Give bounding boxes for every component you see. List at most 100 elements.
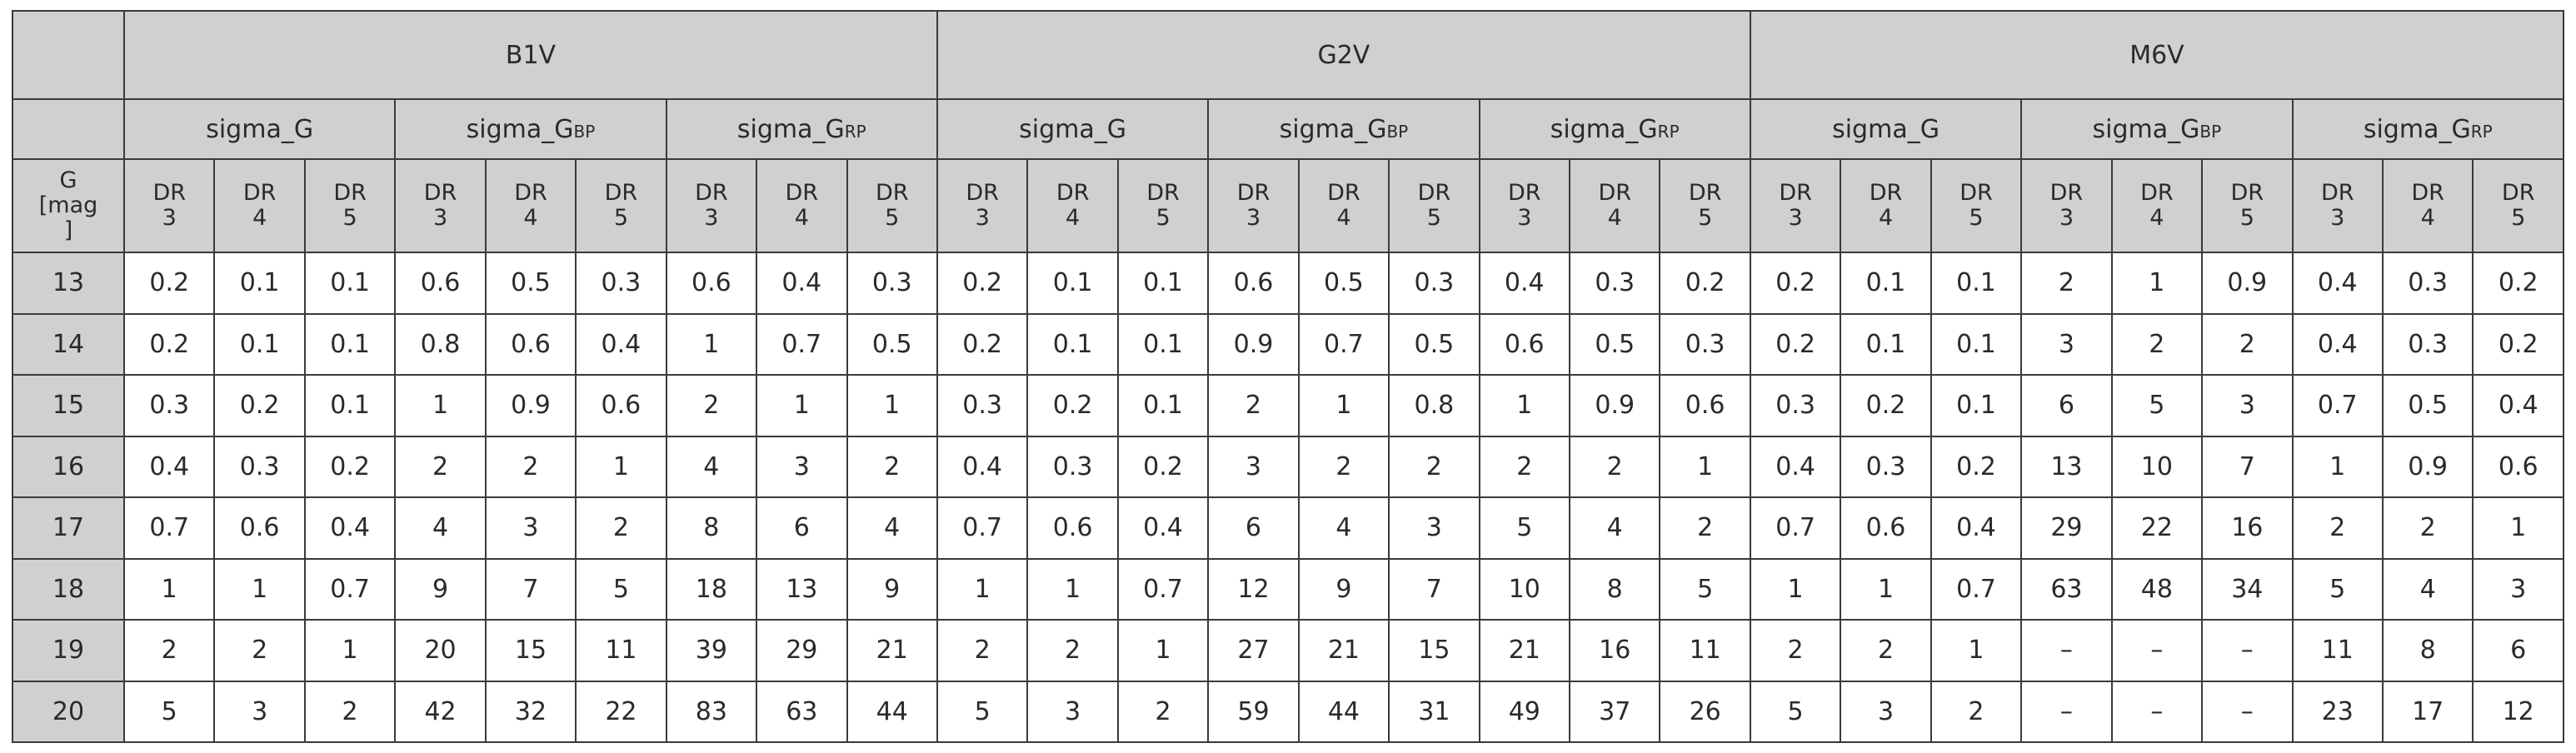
release-number: 4 — [1878, 205, 1894, 231]
value-cell: 42 — [394, 680, 487, 743]
value-cell: 0.6 — [665, 252, 758, 315]
sigma-label: sigma_G — [1550, 114, 1658, 144]
value-cell: 0.8 — [1388, 374, 1480, 437]
value-cell: 0.2 — [1659, 252, 1751, 315]
release-header: DR 5 — [846, 158, 938, 253]
value-cell: 7 — [1388, 557, 1480, 621]
table-row: 17 0.7 0.6 0.4 4 3 2 8 6 4 0.7 0.6 0.4 6 4 3 5 4 2 0.7 0.6 0.… — [12, 496, 2564, 560]
value-cell: 0.8 — [394, 312, 487, 376]
release-header: DR 5 — [1388, 158, 1480, 253]
release-prefix: DR — [2230, 180, 2264, 206]
value-cell: 10 — [1478, 557, 1571, 621]
value-cell: 8 — [1568, 557, 1661, 621]
value-cell: 2 — [1297, 435, 1390, 498]
value-cell: 2 — [2020, 252, 2113, 315]
table-row: 15 0.3 0.2 0.1 1 0.9 0.6 2 1 1 0.3 0.2 0.1 2 1 0.8 1 0.9 0… — [12, 374, 2564, 437]
value-cell: 2 — [1840, 619, 1932, 682]
value-cell: 59 — [1207, 680, 1300, 743]
g-mag-cell: 18 — [12, 557, 125, 621]
value-cell: 1 — [1840, 557, 1932, 621]
sigma-header: sigma_GRP — [2291, 98, 2564, 160]
release-prefix: DR — [152, 180, 186, 206]
value-cell: 2 — [2381, 496, 2474, 560]
release-prefix: DR — [1146, 180, 1180, 206]
release-header: DR 3 — [665, 158, 758, 253]
value-cell: 1 — [936, 557, 1029, 621]
value-cell: 0.4 — [1749, 435, 1842, 498]
g-mag-cell: 20 — [12, 680, 125, 743]
release-header: DR 5 — [575, 158, 667, 253]
value-cell: 0.1 — [1116, 312, 1210, 376]
value-cell: 0.3 — [1659, 312, 1751, 376]
value-cell: 0.9 — [1207, 312, 1300, 376]
value-cell: 21 — [1478, 619, 1571, 682]
release-header: DR 4 — [2381, 158, 2474, 253]
release-header: DR 3 — [1207, 158, 1300, 253]
sigma-header: sigma_GBP — [394, 98, 667, 160]
release-header: DR 5 — [1116, 158, 1210, 253]
value-cell: 11 — [2291, 619, 2384, 682]
table-body: 13 0.2 0.1 0.1 0.6 0.5 0.3 0.6 0.4 0.3 0.2 0.1 0.1 0.… — [12, 252, 2564, 743]
value-cell: 44 — [1297, 680, 1390, 743]
sigma-header: sigma_G — [936, 98, 1210, 160]
release-header: DR 4 — [2110, 158, 2204, 253]
value-cell: 1 — [1749, 557, 1842, 621]
value-cell: 18 — [665, 557, 758, 621]
release-header: DR 4 — [1297, 158, 1390, 253]
value-cell: 11 — [575, 619, 667, 682]
release-header-row: G [mag ] DR 3 DR 4 DR 5 DR 3 DR 4 DR 5 DR 3 DR 4 DR 5 DR 3 D… — [12, 158, 2564, 253]
release-prefix: DR — [785, 180, 819, 206]
value-cell: 0.2 — [1840, 374, 1932, 437]
value-cell: 1 — [2291, 435, 2384, 498]
value-cell: 0.3 — [846, 252, 938, 315]
value-cell: – — [2110, 619, 2204, 682]
value-cell: 7 — [2201, 435, 2294, 498]
value-cell: 34 — [2201, 557, 2294, 621]
release-number: 3 — [1246, 205, 1261, 231]
g-mag-cell: 15 — [12, 374, 125, 437]
value-cell: 0.3 — [1568, 252, 1661, 315]
value-cell: 1 — [665, 312, 758, 376]
release-prefix: DR — [695, 180, 728, 206]
value-cell: 0.7 — [2291, 374, 2384, 437]
value-cell: 0.4 — [936, 435, 1029, 498]
sigma-label: sigma_G — [466, 114, 574, 144]
table-row: 20 5 3 2 42 32 22 83 63 44 5 3 2 59 44 31 49 37 26 5 3 2– – –23… — [12, 680, 2564, 743]
star-header: G2V — [936, 10, 1751, 100]
value-cell: 1 — [1026, 557, 1119, 621]
value-cell: 0.2 — [1749, 312, 1842, 376]
value-cell: 16 — [1568, 619, 1661, 682]
value-cell: 1 — [1116, 619, 1210, 682]
release-header: DR 3 — [1478, 158, 1571, 253]
value-cell: 3 — [484, 496, 577, 560]
value-cell: 0.7 — [1930, 557, 2023, 621]
value-cell: 26 — [1659, 680, 1751, 743]
release-prefix: DR — [514, 180, 547, 206]
value-cell: 10 — [2110, 435, 2204, 498]
value-cell: 8 — [2381, 619, 2474, 682]
table-row: 16 0.4 0.3 0.2 2 2 1 4 3 2 0.4 0.3 0.2 3 2 2 2 2 1 0.4 0.3 0.… — [12, 435, 2564, 498]
value-cell: 11 — [1659, 619, 1751, 682]
value-cell: 5 — [1749, 680, 1842, 743]
g-mag-cell: 14 — [12, 312, 125, 376]
value-cell: 0.2 — [213, 374, 306, 437]
release-number: 5 — [1156, 205, 1171, 231]
value-cell: 0.6 — [575, 374, 667, 437]
release-header: DR 5 — [2472, 158, 2564, 253]
value-cell: 2 — [2291, 496, 2384, 560]
value-cell: 2 — [575, 496, 667, 560]
value-cell: 0.7 — [122, 496, 216, 560]
value-cell: 5 — [2291, 557, 2384, 621]
release-header: DR 4 — [1568, 158, 1661, 253]
value-cell: 2 — [213, 619, 306, 682]
release-number: 3 — [2059, 205, 2074, 231]
release-number: 5 — [1698, 205, 1713, 231]
value-cell: 2 — [1659, 496, 1751, 560]
value-cell: 1 — [303, 619, 397, 682]
value-cell: 0.1 — [1930, 312, 2023, 376]
release-prefix: DR — [1869, 180, 1903, 206]
release-number: 5 — [2511, 205, 2526, 231]
value-cell: 0.4 — [1930, 496, 2023, 560]
value-cell: 63 — [756, 680, 848, 743]
value-cell: 1 — [2472, 496, 2564, 560]
